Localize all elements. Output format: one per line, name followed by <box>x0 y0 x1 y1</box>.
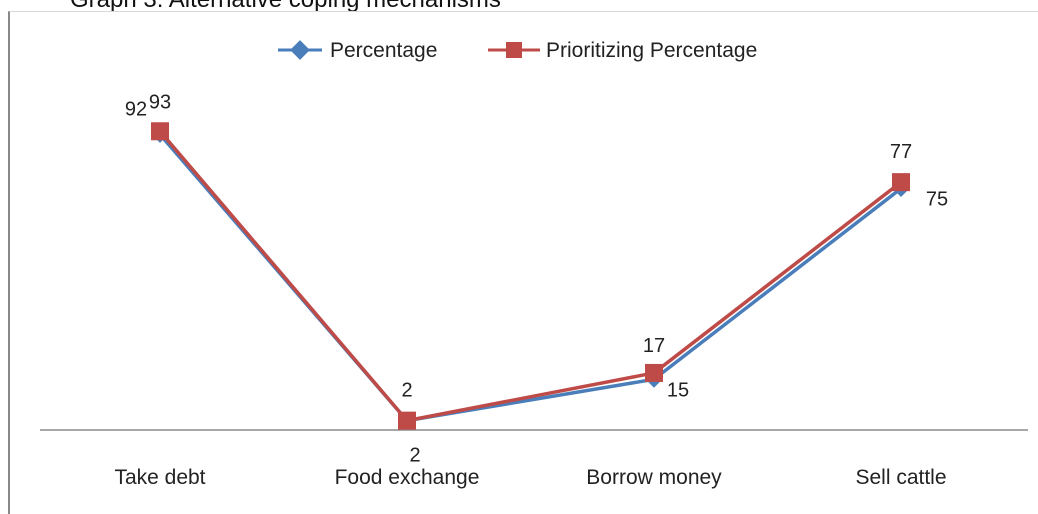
data-label-percentage: 15 <box>667 379 689 401</box>
series-line-prioritizing-percentage <box>158 130 903 423</box>
legend-item-percentage: Percentage <box>278 39 437 62</box>
data-label-percentage: 2 <box>409 445 420 467</box>
chart-frame <box>8 11 1038 514</box>
x-tick-label: Take debt <box>114 466 205 489</box>
data-label-prioritizing-percentage: 93 <box>149 91 171 113</box>
x-tick-label: Food exchange <box>335 466 480 489</box>
data-label-prioritizing-percentage: 17 <box>643 335 665 357</box>
series-line-percentage <box>158 133 903 423</box>
x-tick-labels: Take debt Food exchange Borrow money Sell c… <box>114 466 946 489</box>
data-point-prioritizing-percentage <box>892 173 910 192</box>
data-label-percentage: 75 <box>926 189 948 211</box>
x-tick-label: Sell cattle <box>855 466 946 489</box>
data-label-prioritizing-percentage: 2 <box>401 380 412 402</box>
data-label-percentage: 92 <box>125 98 147 120</box>
legend-item-prioritizing-percentage: Prioritizing Percentage <box>488 39 757 62</box>
data-label-prioritizing-percentage: 77 <box>890 141 912 163</box>
legend: Percentage Prioritizing Percentage <box>278 39 757 62</box>
data-point-prioritizing-percentage <box>398 411 416 430</box>
legend-label-prioritizing-percentage: Prioritizing Percentage <box>546 39 757 62</box>
x-tick-label: Borrow money <box>586 466 722 489</box>
data-point-prioritizing-percentage <box>151 122 169 141</box>
legend-label-percentage: Percentage <box>330 39 437 62</box>
chart-title: Graph 3: Alternative coping mechanisms <box>70 0 501 14</box>
data-point-prioritizing-percentage <box>645 363 663 382</box>
series-layer <box>151 122 910 430</box>
data-labels: 92 2 15 75 93 2 17 77 <box>125 91 948 466</box>
